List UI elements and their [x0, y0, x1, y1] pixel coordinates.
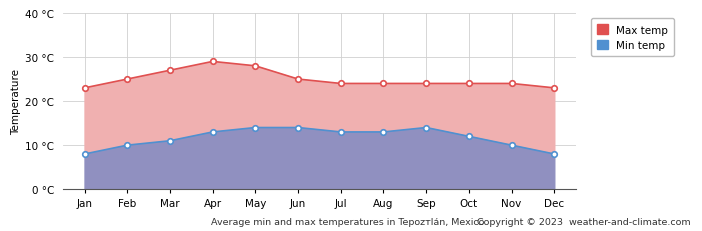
- Text: Average min and max temperatures in Tepozтlán, Mexico: Average min and max temperatures in Tepo…: [211, 217, 484, 226]
- Legend: Max temp, Min temp: Max temp, Min temp: [591, 19, 674, 57]
- Y-axis label: Temperature: Temperature: [11, 69, 21, 134]
- Text: Copyright © 2023  weather-and-climate.com: Copyright © 2023 weather-and-climate.com: [477, 217, 691, 226]
